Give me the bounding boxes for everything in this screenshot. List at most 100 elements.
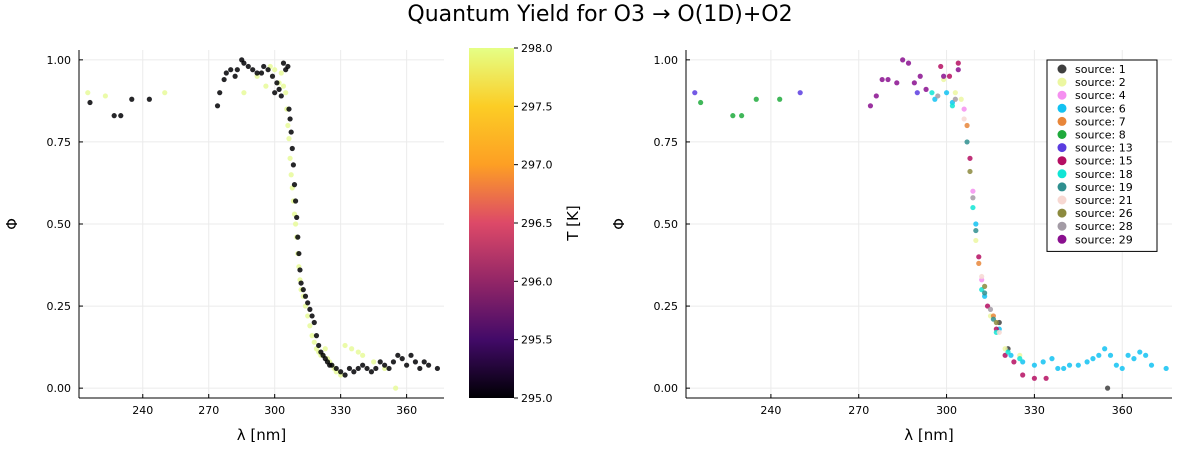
data-point [305,313,311,319]
data-point [295,234,301,240]
data-point [311,319,317,326]
data-point [1049,356,1055,362]
colorbar-bar [469,48,514,398]
data-point [316,342,322,349]
data-point [894,80,900,86]
data-point [1137,349,1143,355]
legend-marker [1057,103,1067,113]
legend-label: source: 2 [1075,76,1126,89]
data-point [914,90,920,96]
data-point [1011,359,1017,365]
data-point [1020,372,1026,378]
data-point [87,99,93,106]
data-point [261,63,267,70]
data-point [996,329,1002,335]
legend-label: source: 28 [1075,220,1133,233]
data-point [296,250,302,257]
data-point [730,113,736,119]
data-point [280,83,287,89]
data-point [961,116,967,122]
data-point [412,359,419,365]
data-point [917,73,923,79]
data-point [272,90,278,96]
x-tick-label: 330 [330,404,351,417]
data-point [322,346,328,352]
data-point [1104,385,1111,391]
x-tick-label: 240 [132,404,153,417]
data-point [254,70,260,76]
data-point [302,293,309,299]
x-axis-label: λ [nm] [237,426,286,444]
data-point [961,106,967,112]
data-point [221,76,227,83]
data-point [417,365,423,372]
data-point [286,136,292,142]
y-tick-label: 0.00 [47,382,72,395]
data-point [967,168,973,175]
data-point [309,333,315,339]
colorbar-tick-label: 297.0 [521,159,553,172]
x-axis-label: λ [nm] [904,426,953,444]
data-point [1131,356,1137,362]
data-point [355,365,361,372]
y-tick-label: 1.00 [654,54,679,67]
data-point [1113,362,1119,368]
x-tick-label: 240 [760,404,781,417]
data-point [313,333,320,339]
legend-marker [1057,116,1067,126]
series-12 [935,93,994,312]
data-point [274,80,280,86]
data-point [1143,352,1149,358]
data-point [342,342,348,349]
data-point [993,319,999,326]
data-point [970,188,976,194]
x-tick-label: 270 [198,404,219,417]
colorbar-tick-label: 295.0 [521,392,553,405]
data-point [355,349,361,355]
data-point [900,57,906,63]
y-axis-label: Φ [3,218,21,230]
data-point [386,365,392,372]
data-point [1017,356,1023,362]
data-point [753,96,759,102]
data-point [288,129,294,135]
data-point [426,362,432,368]
data-point [976,260,982,266]
data-point [952,90,958,96]
data-point [1084,359,1090,365]
x-tick-label: 300 [264,404,285,417]
data-point [1031,375,1037,381]
data-point [434,365,441,372]
data-point [1031,362,1037,368]
x-tick-label: 270 [848,404,869,417]
data-point [234,67,240,73]
legend-label: source: 13 [1075,142,1133,155]
colorbar-tick-label: 296.0 [521,275,553,288]
data-point [970,204,976,211]
y-tick-label: 0.00 [654,382,679,395]
data-point [970,195,976,201]
data-point [408,352,414,358]
data-point [228,67,234,73]
series-5 [698,96,783,119]
legend-label: source: 15 [1075,155,1133,168]
data-point [276,86,282,92]
data-point [964,122,970,129]
data-point [373,365,379,372]
legend-label: source: 26 [1075,207,1133,220]
colorbar-tick-label: 296.5 [521,217,553,230]
data-point [333,365,339,372]
series-9 [964,139,997,322]
data-point [1090,356,1096,362]
data-point [338,369,344,375]
y-tick-label: 0.75 [654,136,679,149]
data-point [1005,349,1011,355]
data-point [399,356,405,362]
legend-marker [1057,77,1067,87]
legend-label: source: 6 [1075,102,1126,115]
legend-marker [1057,234,1067,244]
data-point [278,93,284,99]
series-10 [961,116,1002,335]
